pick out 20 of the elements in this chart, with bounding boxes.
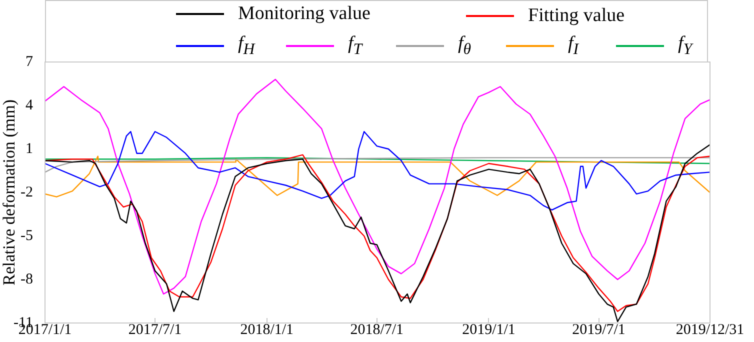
- legend-label: Monitoring value: [238, 3, 370, 25]
- legend-label: f$_{H}$: [238, 33, 255, 59]
- y-tick-label: 7: [26, 54, 34, 70]
- x-tick-label: 2017/7/1: [128, 322, 182, 338]
- y-tick-label: -5: [20, 228, 33, 244]
- x-tick-label: 2019/1/1: [462, 322, 516, 338]
- y-tick-label: -8: [20, 271, 33, 288]
- x-tick-label: 2018/7/1: [350, 322, 404, 338]
- x-tick-label: 2019/7/1: [572, 322, 626, 338]
- legend-label: f$_{θ}$: [458, 33, 472, 59]
- y-tick-label: 1: [26, 140, 33, 157]
- y-axis-title: Relative deformation (mm): [0, 100, 19, 286]
- x-tick-label: 2018/1/1: [240, 322, 294, 338]
- legend-label: f$_{T}$: [348, 33, 362, 59]
- legend-label: f$_{Y}$: [678, 33, 692, 59]
- legend-label: Fitting value: [528, 5, 625, 27]
- legend-label: f$_{I}$: [568, 33, 579, 59]
- x-tick-label: 2019/12/31: [676, 322, 744, 338]
- y-tick-label: -2: [20, 184, 33, 200]
- y-tick-label: 4: [26, 97, 34, 114]
